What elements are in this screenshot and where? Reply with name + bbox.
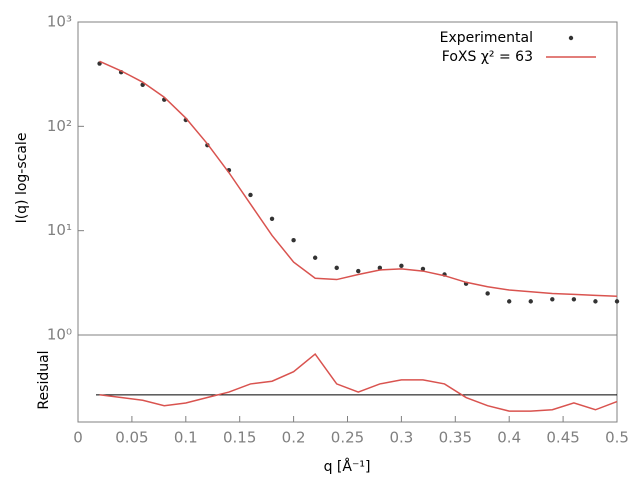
data-point bbox=[291, 238, 296, 243]
data-point bbox=[356, 268, 361, 274]
x-tick-label: 0.4 bbox=[497, 429, 521, 447]
data-point bbox=[550, 297, 555, 302]
x-tick-label: 0.1 bbox=[174, 429, 198, 447]
data-point bbox=[334, 265, 339, 271]
x-tick-label: 0.35 bbox=[439, 429, 472, 447]
data-point bbox=[377, 265, 383, 271]
plot-frame bbox=[77, 334, 618, 423]
legend-label: Experimental bbox=[440, 30, 533, 46]
data-point bbox=[399, 263, 404, 269]
y-tick-label: 10¹ bbox=[47, 221, 72, 239]
data-point bbox=[269, 216, 275, 221]
x-tick-label: 0.2 bbox=[282, 429, 306, 447]
data-point bbox=[507, 299, 512, 304]
x-tick-label: 0.05 bbox=[115, 429, 148, 447]
legend-marker bbox=[568, 35, 574, 41]
y-axis-label: Residual bbox=[36, 350, 52, 409]
y-tick-label: 10² bbox=[47, 117, 72, 135]
data-line bbox=[99, 352, 618, 412]
plot-frame bbox=[77, 21, 618, 336]
data-point bbox=[593, 299, 598, 304]
x-tick-label: 0.25 bbox=[331, 429, 364, 447]
data-point bbox=[248, 192, 253, 198]
x-tick-label: 0.45 bbox=[546, 429, 579, 447]
x-tick-label: 0 bbox=[73, 429, 83, 447]
legend-label: FoXS χ² = 63 bbox=[442, 49, 533, 65]
x-tick-label: 0.15 bbox=[223, 429, 256, 447]
data-point bbox=[485, 291, 490, 296]
data-point bbox=[528, 299, 533, 304]
y-axis-label: I(q) log-scale bbox=[14, 133, 30, 224]
x-tick-label: 0.5 bbox=[605, 429, 629, 447]
data-point bbox=[571, 297, 577, 302]
x-tick-label: 0.3 bbox=[389, 429, 413, 447]
data-line bbox=[99, 60, 618, 298]
data-point bbox=[614, 299, 620, 304]
data-point bbox=[312, 255, 318, 260]
x-axis-label: q [Å⁻¹] bbox=[324, 458, 371, 475]
y-tick-label: 10³ bbox=[47, 13, 72, 31]
y-tick-label: 10⁰ bbox=[47, 326, 72, 344]
data-point bbox=[420, 266, 426, 272]
